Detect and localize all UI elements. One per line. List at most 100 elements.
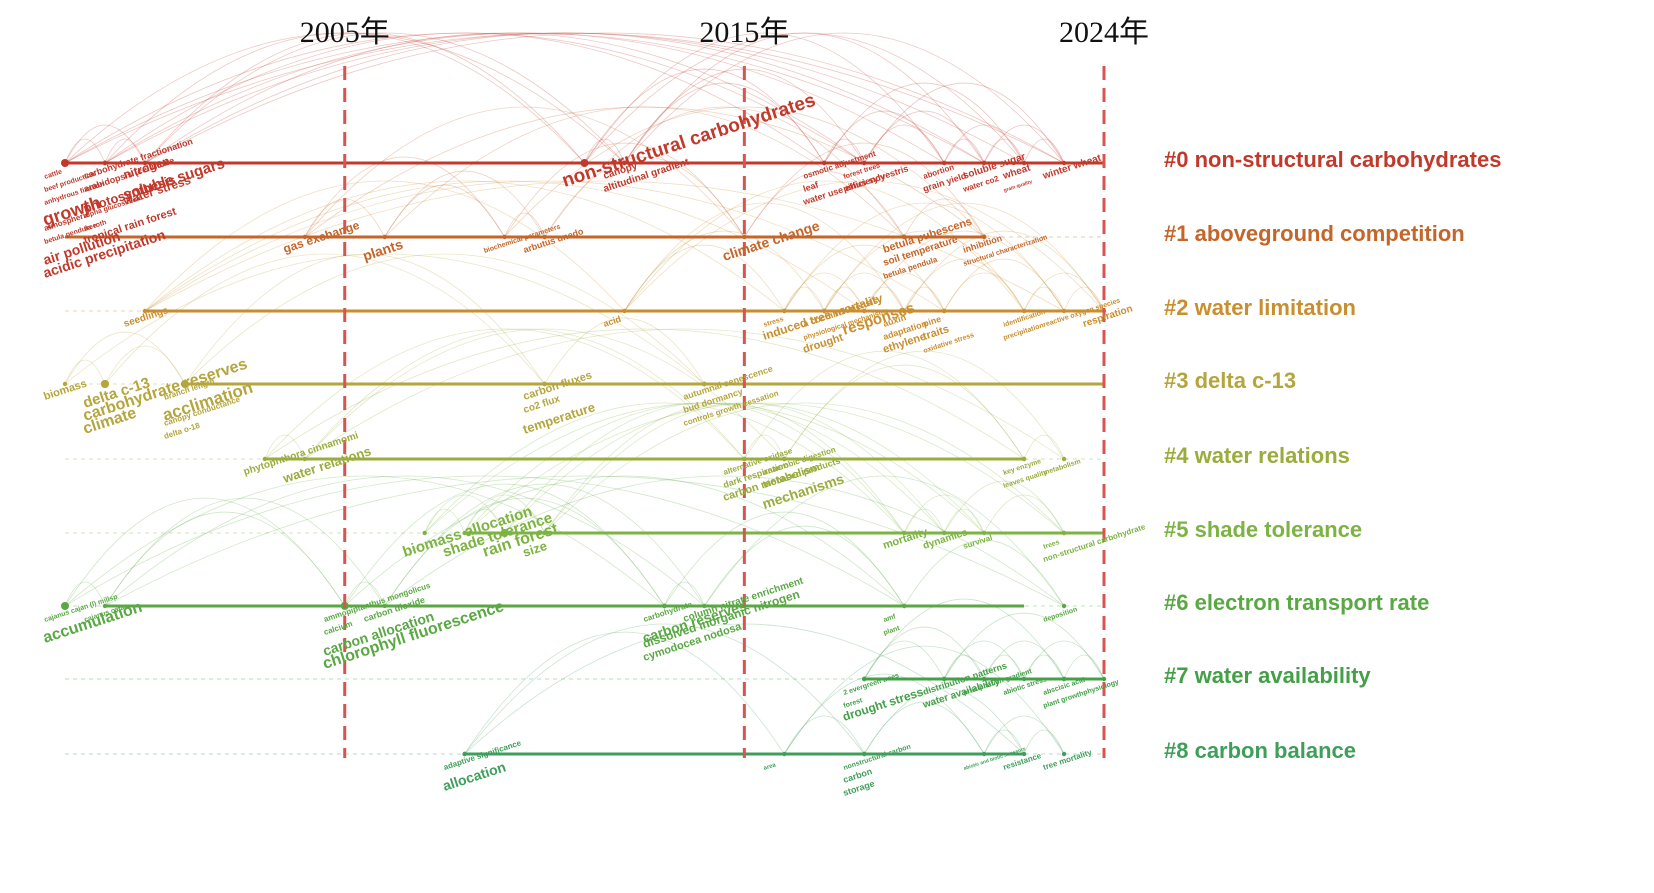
citation-arc	[863, 701, 985, 755]
keyword-node	[580, 159, 589, 167]
citation-arc	[304, 156, 505, 238]
citation-arc	[863, 124, 945, 164]
keyword-node	[822, 160, 827, 166]
keyword-node	[1101, 676, 1107, 682]
citation-arc	[823, 110, 945, 164]
citation-arc	[943, 508, 985, 534]
citation-arc	[104, 511, 346, 607]
citation-arc	[783, 645, 1065, 755]
citation-arc	[624, 32, 985, 164]
citation-arc	[744, 142, 985, 238]
citation-arc	[624, 202, 905, 312]
citation-arc	[823, 202, 1105, 312]
citation-arc	[783, 673, 985, 755]
keyword-node	[862, 160, 867, 166]
citation-arc	[144, 180, 785, 312]
citation-arc	[544, 156, 745, 238]
keyword-label: deposition	[1042, 606, 1078, 624]
citation-arc	[144, 180, 1065, 312]
keyword-node	[1061, 603, 1067, 609]
citation-arc	[664, 511, 905, 607]
keyword-node	[382, 603, 387, 609]
keyword-node	[102, 160, 108, 166]
keyword-label: grain quality	[1003, 179, 1033, 194]
citation-arc	[983, 715, 1065, 755]
citation-arc	[504, 106, 985, 238]
citation-arc	[983, 729, 1025, 755]
citation-arc	[624, 32, 1065, 164]
citation-arc	[384, 106, 905, 238]
citation-arc	[584, 32, 1025, 164]
citation-arc	[943, 138, 985, 164]
keyword-node	[981, 160, 987, 166]
keyword-node	[262, 456, 268, 462]
keyword-label: trees	[1042, 539, 1060, 551]
citation-arc	[983, 654, 1025, 680]
citation-arc	[544, 317, 705, 385]
citation-arc	[384, 475, 1065, 607]
citation-arc	[464, 623, 865, 755]
keyword-node	[1061, 751, 1067, 757]
citation-arc	[144, 32, 865, 164]
keyword-label: size	[521, 538, 549, 560]
keyword-node	[302, 234, 307, 240]
citation-arc	[863, 272, 945, 312]
citation-arc	[144, 180, 945, 312]
cluster-label-7: #7 water availability	[1164, 663, 1371, 688]
citation-arc	[64, 32, 865, 164]
citation-arc	[903, 230, 1105, 312]
citation-arc	[104, 475, 705, 607]
citation-arc	[943, 612, 1105, 680]
citation-arc	[304, 328, 745, 460]
keyword-node	[61, 602, 69, 610]
citation-arc	[384, 170, 545, 238]
citation-arc	[983, 640, 1065, 680]
citation-arc	[903, 198, 985, 238]
citation-arc	[104, 345, 186, 385]
keyword-node	[782, 751, 787, 757]
citation-arc	[704, 525, 905, 607]
keyword-label: physiology	[1082, 679, 1119, 697]
citation-arc	[424, 402, 985, 534]
citation-arc	[624, 180, 1105, 312]
citation-arc	[424, 494, 505, 534]
year-marker-label: 2024年	[1059, 16, 1149, 49]
keyword-node	[1021, 308, 1027, 314]
citation-arc	[464, 494, 545, 534]
citation-arc	[863, 230, 1065, 312]
keyword-node	[901, 308, 907, 314]
citation-arc	[943, 480, 1065, 534]
citation-arc	[823, 286, 865, 312]
cluster-label-3: #3 delta c-13	[1164, 368, 1296, 393]
cluster-labels: #0 non-structural carbohydrates #1 aboveg…	[1164, 147, 1501, 763]
citation-arc	[903, 286, 945, 312]
citation-arc	[983, 124, 1065, 164]
citation-arc	[1023, 434, 1065, 460]
keyword-node	[862, 676, 867, 682]
keyword-node	[742, 234, 747, 240]
citation-arc	[344, 483, 665, 607]
citation-arc	[584, 68, 825, 164]
keyword-node	[901, 603, 907, 609]
citation-arc	[903, 494, 985, 534]
citation-arc	[144, 32, 1065, 164]
keyword-label: area	[763, 762, 777, 772]
citation-arc	[863, 110, 985, 164]
citation-arc	[64, 359, 106, 385]
cluster-lines	[61, 159, 1107, 757]
keyword-label: amf	[883, 613, 898, 624]
citation-arc	[943, 258, 1065, 312]
year-marker-label: 2015年	[699, 16, 789, 49]
year-marker-label: 2005年	[300, 16, 390, 49]
citation-arc	[743, 434, 785, 460]
keyword-node	[702, 381, 707, 387]
keyword-node	[502, 234, 507, 240]
keyword-node	[142, 308, 148, 314]
keyword-node	[1061, 308, 1067, 314]
citation-arc	[384, 483, 705, 607]
keyword-node	[941, 676, 947, 682]
keyword-node	[1061, 676, 1067, 682]
citation-arc	[943, 640, 1025, 680]
